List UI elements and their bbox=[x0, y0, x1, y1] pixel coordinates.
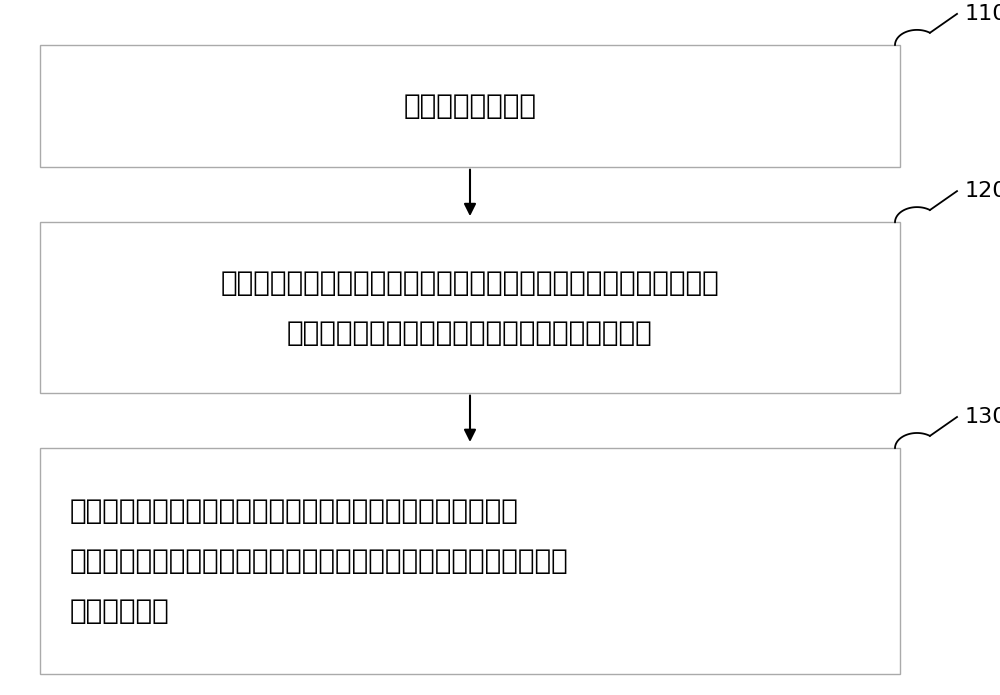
FancyBboxPatch shape bbox=[40, 448, 900, 674]
FancyBboxPatch shape bbox=[40, 222, 900, 393]
FancyBboxPatch shape bbox=[40, 45, 900, 167]
Text: 若所述不同区域孔隙率的值不相同，则确定该调音网的孔隙不
具有一致性；若所述不同区域孔隙率的值相同，则确定该调音网的孔
隙具有一致性: 若所述不同区域孔隙率的值不相同，则确定该调音网的孔隙不 具有一致性；若所述不同区… bbox=[70, 497, 569, 626]
Text: 120: 120 bbox=[965, 181, 1000, 201]
Text: 110: 110 bbox=[965, 4, 1000, 24]
Text: 在调音网的图像上选取同样大小的不同区域，分别计算所述不同区域
的孔隙率，将得到的所述不同区域孔隙率进行比较: 在调音网的图像上选取同样大小的不同区域，分别计算所述不同区域 的孔隙率，将得到的… bbox=[221, 268, 719, 347]
Text: 130: 130 bbox=[965, 407, 1000, 427]
Text: 获取调音网的图像: 获取调音网的图像 bbox=[404, 92, 536, 120]
